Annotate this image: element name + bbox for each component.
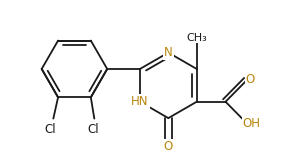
Text: N: N bbox=[164, 46, 173, 59]
Text: Cl: Cl bbox=[44, 123, 56, 136]
Text: O: O bbox=[246, 73, 255, 86]
Text: HN: HN bbox=[131, 95, 149, 108]
Text: CH₃: CH₃ bbox=[186, 33, 207, 43]
Text: O: O bbox=[164, 140, 173, 150]
Text: Cl: Cl bbox=[88, 123, 99, 136]
Text: OH: OH bbox=[243, 117, 261, 130]
